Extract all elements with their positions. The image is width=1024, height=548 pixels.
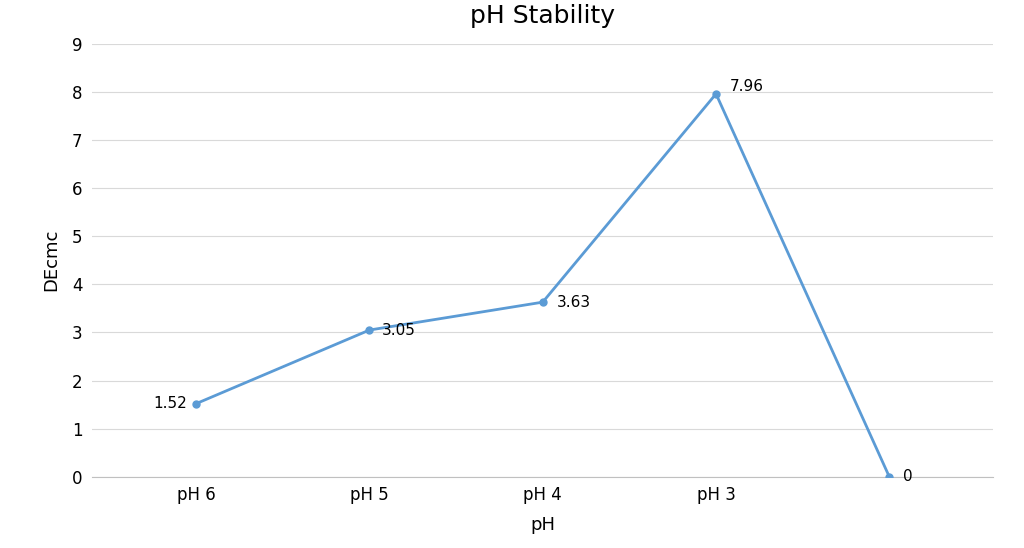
Y-axis label: DEcmc: DEcmc [43, 229, 60, 292]
Text: 3.63: 3.63 [557, 295, 591, 310]
Text: 7.96: 7.96 [730, 79, 764, 94]
Title: pH Stability: pH Stability [470, 4, 615, 28]
Text: 1.52: 1.52 [154, 396, 187, 411]
Text: 0: 0 [903, 469, 912, 484]
X-axis label: pH: pH [530, 516, 555, 534]
Text: 3.05: 3.05 [382, 323, 416, 338]
